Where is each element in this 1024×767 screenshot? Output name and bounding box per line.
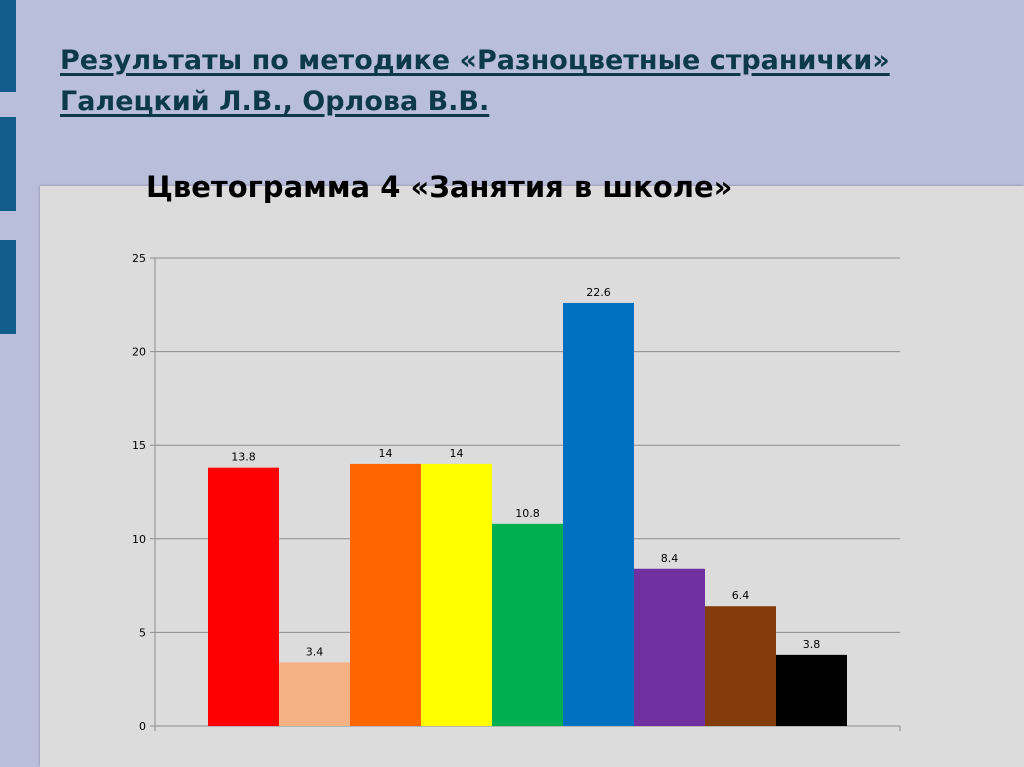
bar	[776, 654, 847, 726]
decor-bar	[0, 0, 16, 92]
bar	[350, 463, 421, 726]
data-label: 22.6	[586, 286, 611, 299]
slide-heading: Результаты по методике «Разноцветные стр…	[60, 45, 890, 117]
data-label: 3.8	[803, 638, 821, 651]
bar	[634, 568, 705, 726]
y-tick-label: 0	[139, 720, 146, 733]
bar	[279, 662, 350, 726]
data-label: 10.8	[515, 507, 540, 520]
y-tick-label: 15	[132, 439, 146, 452]
bar	[563, 302, 634, 726]
bar	[705, 606, 776, 726]
y-tick-label: 5	[139, 626, 146, 639]
data-label: 6.4	[732, 589, 750, 602]
data-label: 14	[379, 447, 393, 460]
chart-title: Цветограмма 4 «Занятия в школе»	[146, 170, 733, 204]
data-label: 8.4	[661, 552, 679, 565]
data-label: 13.8	[231, 451, 256, 464]
y-tick-label: 20	[132, 346, 146, 359]
bar	[492, 523, 563, 726]
bar	[208, 467, 279, 726]
decor-bar	[0, 240, 16, 334]
data-label: 14	[450, 447, 464, 460]
bar	[421, 463, 492, 726]
decor-bar	[0, 117, 16, 211]
data-label: 3.4	[306, 645, 324, 658]
y-tick-label: 25	[132, 252, 146, 265]
y-tick-label: 10	[132, 533, 146, 546]
